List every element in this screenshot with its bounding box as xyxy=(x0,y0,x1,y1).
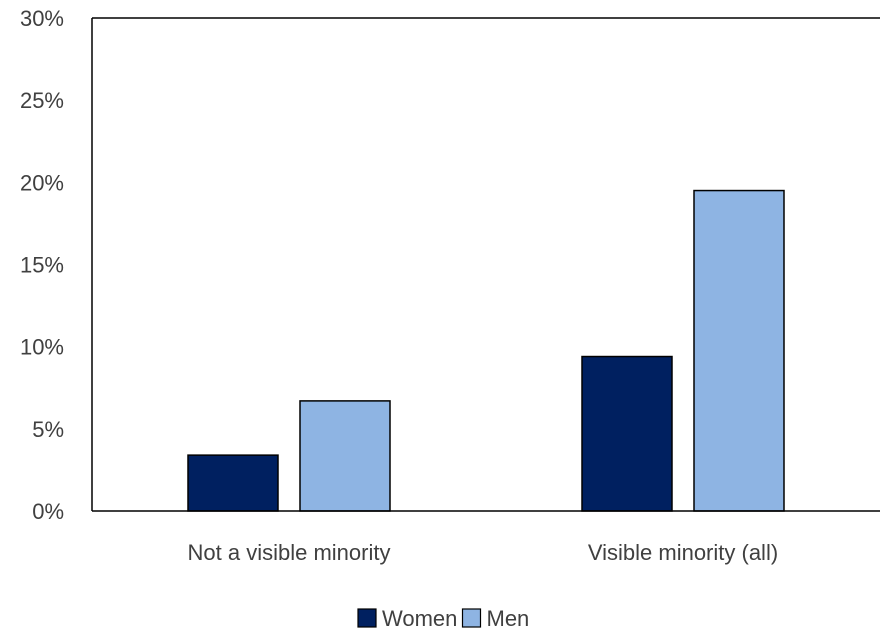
y-tick-label: 10% xyxy=(20,335,64,360)
x-category-label: Not a visible minority xyxy=(188,540,391,565)
legend-swatch-women xyxy=(357,608,377,628)
axes-group xyxy=(91,17,880,512)
y-tick-label: 15% xyxy=(20,253,64,278)
y-tick-label: 30% xyxy=(20,6,64,31)
legend: Women Men xyxy=(357,606,530,631)
legend-label-women: Women xyxy=(382,606,457,631)
y-tick-label: 5% xyxy=(32,417,64,442)
legend-swatch-men xyxy=(461,608,482,628)
bars-group xyxy=(187,189,785,512)
legend-label-men: Men xyxy=(487,606,530,631)
bar-women-2 xyxy=(581,355,673,512)
x-category-label: Visible minority (all) xyxy=(588,540,778,565)
y-tick-label: 20% xyxy=(20,170,64,195)
y-tick-label: 25% xyxy=(20,88,64,113)
bar-women-1 xyxy=(187,454,279,512)
y-tick-labels: 0% 5% 10% 15% 20% 25% 30% xyxy=(20,6,64,524)
y-tick-label: 0% xyxy=(32,499,64,524)
x-category-labels: Not a visible minority Visible minority (… xyxy=(188,540,779,565)
bar-men-1 xyxy=(299,400,391,512)
bar-men-2 xyxy=(693,189,785,512)
